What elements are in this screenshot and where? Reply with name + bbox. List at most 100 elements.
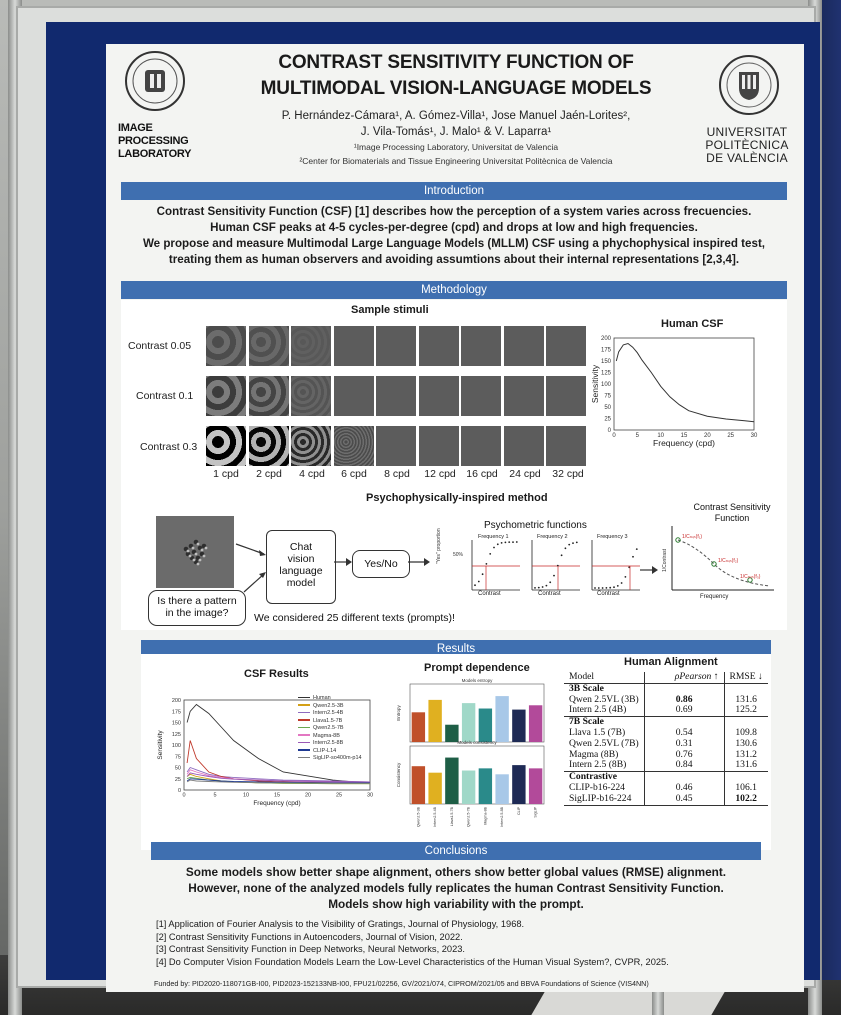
cpd-label: 12 cpd bbox=[424, 468, 456, 480]
x-tick-label: 10 bbox=[243, 793, 249, 799]
table-row: SigLIP-b16-224 0.45 102.2 bbox=[564, 793, 768, 806]
table-group-row: 3B Scale bbox=[564, 683, 768, 695]
bar bbox=[461, 703, 476, 742]
bar-y-label: Consistency bbox=[396, 762, 401, 787]
table-row: Intern 2.5 (4B) 0.69 125.2 bbox=[564, 704, 768, 717]
upv-seal bbox=[719, 55, 779, 115]
stimulus-tile bbox=[376, 376, 416, 416]
x-axis-label: Frequency (cpd) bbox=[253, 800, 300, 807]
stimulus-tile bbox=[333, 326, 374, 366]
noise-blob-dot bbox=[194, 552, 198, 556]
human-alignment-title: Human Alignment bbox=[624, 656, 718, 668]
legend-label: SigLIP-so400m-p14 bbox=[313, 755, 362, 761]
table-header-row: Model ρPearson ↑ RMSE ↓ bbox=[564, 671, 768, 684]
psychometric-point bbox=[564, 547, 567, 550]
intro-line1: Contrast Sensitivity Function (CSF) [1] … bbox=[156, 205, 752, 218]
series-line-intern2-5-8b bbox=[186, 772, 371, 783]
poster-title: CONTRAST SENSITIVITY FUNCTION OF MULTIMO… bbox=[226, 50, 686, 102]
psychometric-point bbox=[628, 566, 631, 569]
noise-blob-dot bbox=[192, 558, 196, 562]
x-tick-label: 25 bbox=[727, 433, 734, 439]
x-tick-label: 0 bbox=[182, 793, 185, 799]
y-tick-label: 175 bbox=[601, 348, 612, 354]
plot-area bbox=[613, 337, 755, 431]
table-row: Qwen 2.5VL (7B) 0.31 130.6 bbox=[564, 737, 768, 750]
csf-results-title: CSF Results bbox=[244, 668, 309, 680]
psychometric-point bbox=[545, 584, 548, 587]
table-cell: Llava 1.5 (7B) bbox=[569, 726, 626, 738]
bar bbox=[411, 712, 426, 742]
question-line1: Is there a pattern bbox=[157, 595, 237, 607]
legend-entry: Qwen2.5-3B bbox=[298, 703, 362, 711]
arrow-right-icon bbox=[334, 558, 352, 566]
y-tick-label: 200 bbox=[601, 336, 612, 342]
introduction-text: Contrast Sensitivity Function (CSF) [1] … bbox=[126, 204, 782, 268]
x-tick-label: 20 bbox=[305, 793, 311, 799]
x-tick-label: 30 bbox=[367, 793, 373, 799]
table-group-label: 7B Scale bbox=[569, 716, 604, 728]
stimulus-tile bbox=[461, 326, 501, 366]
table-row: Qwen 2.5VL (3B) 0.86 131.6 bbox=[564, 694, 768, 706]
table-cell: 130.6 bbox=[723, 738, 768, 750]
consistency-bar-chart: Models consistency Consistency Qwen2.5-3B I… bbox=[396, 740, 545, 827]
noise-blob-dot bbox=[196, 562, 200, 566]
bar bbox=[512, 709, 526, 742]
psychometric-point bbox=[485, 563, 488, 565]
table-cell: 131.2 bbox=[723, 749, 768, 761]
bar bbox=[428, 699, 442, 742]
authors: P. Hernández-Cámara¹, A. Gómez-Villa¹, J… bbox=[216, 108, 696, 140]
bar bbox=[445, 757, 459, 804]
psychometric-point bbox=[613, 586, 615, 589]
table-cell: Qwen 2.5VL (7B) bbox=[569, 737, 639, 749]
psychometric-point bbox=[474, 584, 476, 587]
legend-swatch bbox=[298, 741, 310, 744]
legend-swatch bbox=[298, 696, 310, 699]
csf-results-chart: 0 25 50 75 100 125 150 175 200 0 5 10 15 20 25 30 Freque… bbox=[157, 698, 373, 807]
stimulus-tile bbox=[546, 426, 586, 466]
series-line-siglip-so400m-p14 bbox=[186, 779, 370, 784]
legend-entry: Qwen2.5-7B bbox=[298, 725, 362, 733]
cpd-label: 32 cpd bbox=[552, 468, 584, 480]
contrast-label: Contrast bbox=[538, 591, 561, 597]
bar bbox=[428, 772, 442, 804]
psychometric-point bbox=[504, 541, 507, 544]
table-cell: 0.31 bbox=[643, 738, 724, 750]
legend-label: CLIP-L14 bbox=[313, 747, 337, 754]
y-tick-label: 100 bbox=[172, 743, 181, 749]
series-line-human bbox=[186, 703, 371, 784]
legend-entry: SigLIP-so400m-p14 bbox=[298, 755, 362, 763]
conclusion-line2: However, none of the analyzed models ful… bbox=[188, 881, 724, 895]
psychometric-point bbox=[500, 542, 503, 544]
chat-box-line2: vision bbox=[287, 553, 315, 565]
table-row: Magma (8B) 0.76 131.2 bbox=[564, 749, 768, 761]
table-header: Model bbox=[569, 671, 595, 682]
bar bbox=[461, 770, 476, 804]
legend-swatch bbox=[298, 726, 310, 729]
stimulus-tile bbox=[503, 376, 544, 416]
legend-entry: Magma-8B bbox=[298, 733, 362, 741]
table-cell: 0.45 bbox=[643, 793, 724, 806]
table-cell: 0.54 bbox=[643, 727, 724, 739]
authors-line2: J. Vila-Tomás¹, J. Malo¹ & V. Laparra¹ bbox=[360, 126, 552, 138]
bar-category-label: Qwen2.5-3B bbox=[416, 806, 420, 827]
bar-category-label: SigLIP bbox=[534, 806, 538, 817]
psychometric-point bbox=[549, 581, 552, 584]
x-tick-label: 10 bbox=[657, 433, 664, 439]
legend-swatch bbox=[298, 734, 310, 736]
upv-logo-line1: UNIVERSITAT bbox=[706, 125, 788, 139]
legend-swatch bbox=[298, 711, 310, 714]
lab-logo-line2: PROCESSING bbox=[118, 135, 189, 147]
y-tick-label: 125 bbox=[601, 371, 612, 377]
psychometric-title: Psychometric functions bbox=[484, 520, 587, 531]
legend-entry: Intern2.5-4B bbox=[298, 710, 362, 718]
legend-entry: CLIP-L14 bbox=[298, 748, 362, 756]
psychometric-functions bbox=[471, 540, 640, 591]
csf-mini-ylabel: 1/Contrast bbox=[662, 548, 668, 572]
csf-mini-xlabel: Frequency bbox=[700, 594, 729, 600]
legend-label: Llava1.5-7B bbox=[313, 717, 343, 724]
y-tick-label: 25 bbox=[175, 777, 181, 783]
noise-blob-dot bbox=[198, 558, 202, 562]
legend-label: Qwen2.5-3B bbox=[313, 702, 344, 709]
bar-category-label: CLIP bbox=[517, 806, 521, 815]
bar bbox=[528, 768, 543, 804]
